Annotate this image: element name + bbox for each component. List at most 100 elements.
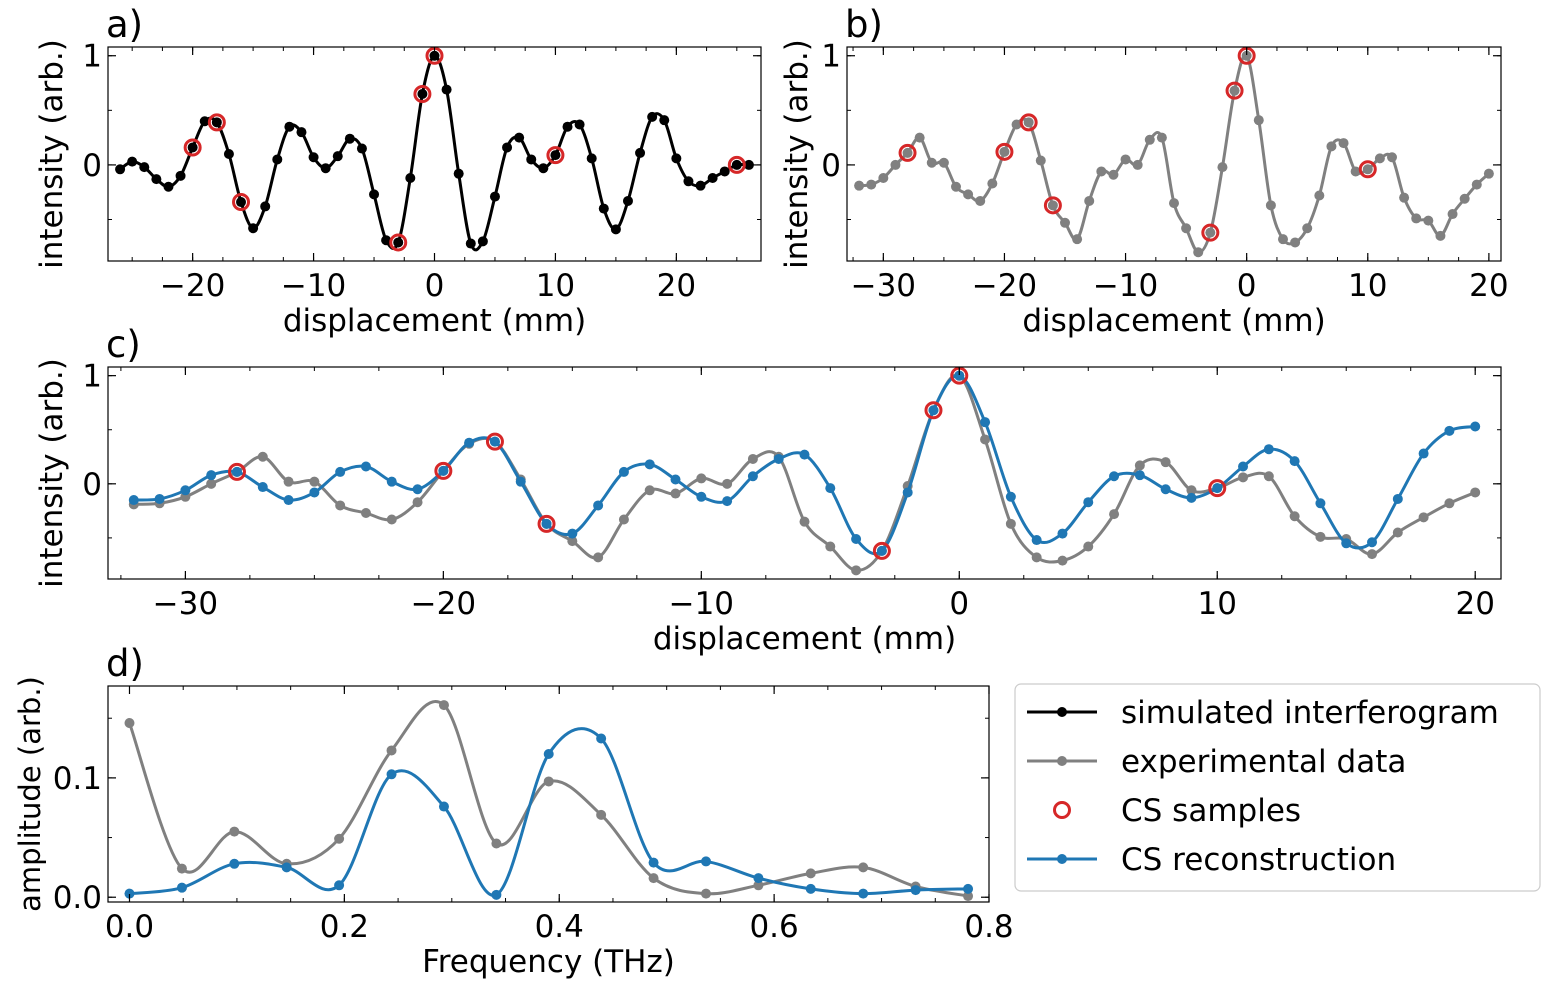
legend-marker	[1053, 801, 1071, 819]
data-point	[393, 237, 404, 248]
cs-sample-marker	[227, 462, 246, 481]
data-point	[593, 552, 604, 563]
data-point	[229, 826, 240, 837]
cs-sample-marker	[434, 461, 453, 480]
x-tick-label: 20	[1469, 268, 1508, 304]
data-point	[670, 488, 681, 499]
data-point	[980, 434, 991, 445]
data-point	[438, 801, 449, 812]
data-point	[176, 863, 187, 874]
panel-label: b)	[845, 3, 883, 46]
x-tick-label: 0.0	[105, 909, 154, 945]
data-point	[360, 461, 371, 472]
cs-sample-marker	[413, 84, 432, 103]
legend-marker	[1057, 854, 1067, 864]
y-tick-label: 0.0	[53, 880, 102, 916]
data-point	[722, 496, 733, 507]
data-point	[229, 858, 240, 869]
data-point	[309, 487, 320, 498]
x-axis-label: displacement (mm)	[283, 303, 586, 339]
data-point	[799, 449, 810, 460]
cs-sample-marker	[1201, 223, 1220, 242]
axes-frame	[846, 46, 1502, 262]
cs-sample-marker	[537, 514, 556, 533]
data-point	[335, 500, 346, 511]
data-point	[562, 121, 573, 132]
cs-sample-marker	[1358, 160, 1377, 179]
data-point	[707, 173, 718, 184]
data-point	[514, 132, 525, 143]
data-point	[1169, 198, 1179, 209]
data-point	[902, 487, 913, 498]
data-point	[876, 545, 887, 556]
data-point	[541, 518, 552, 529]
data-point	[356, 143, 367, 154]
legend-entry: simulated interferogram	[1027, 695, 1499, 731]
cs-sample-marker	[1208, 479, 1227, 498]
data-point	[115, 164, 126, 175]
x-tick-label: 0.6	[749, 909, 798, 945]
data-point	[1109, 509, 1120, 520]
data-point	[1392, 493, 1403, 504]
cs-sample-marker	[727, 155, 746, 174]
data-point	[1315, 531, 1326, 542]
data-point	[405, 173, 416, 184]
data-point	[344, 133, 355, 144]
data-point	[695, 180, 706, 191]
data-point	[1341, 538, 1352, 549]
data-point	[854, 180, 865, 191]
plot-area	[854, 47, 1494, 258]
data-point	[441, 84, 452, 95]
data-point	[272, 154, 283, 165]
legend-label: experimental data	[1121, 744, 1406, 780]
data-point	[284, 121, 295, 132]
data-point	[1011, 119, 1022, 130]
plot-area	[128, 367, 1481, 576]
data-point	[999, 146, 1010, 157]
data-point	[163, 181, 174, 192]
data-point	[1470, 487, 1481, 498]
data-point	[963, 189, 974, 200]
data-point	[128, 495, 139, 506]
data-point	[1160, 484, 1171, 495]
data-point	[489, 191, 500, 202]
data-point	[670, 474, 681, 485]
data-point	[1193, 247, 1204, 258]
data-point	[622, 195, 633, 206]
data-point	[360, 508, 371, 519]
data-point	[701, 888, 712, 899]
series-line	[119, 54, 749, 252]
series-line	[133, 374, 1476, 556]
data-point	[1399, 192, 1410, 203]
data-point	[610, 224, 621, 235]
data-point	[1326, 141, 1337, 152]
data-point	[987, 178, 998, 189]
data-point	[1387, 152, 1397, 163]
series-line	[133, 373, 1476, 572]
data-point	[334, 833, 345, 844]
data-point	[1005, 518, 1016, 529]
data-point	[890, 159, 901, 170]
data-point	[1023, 117, 1034, 128]
data-point	[491, 838, 502, 849]
data-point	[1263, 471, 1274, 482]
data-point	[1238, 472, 1249, 483]
y-axis-label: intensity (arb.)	[779, 39, 815, 269]
data-point	[412, 497, 423, 508]
data-point	[671, 153, 682, 164]
panel-label: a)	[106, 3, 143, 46]
axes-frame	[107, 366, 1502, 580]
data-point	[175, 170, 186, 181]
x-tick-label: −30	[851, 268, 916, 304]
data-point	[543, 776, 554, 787]
legend-marker	[1057, 756, 1067, 766]
data-point	[526, 154, 537, 165]
data-point	[369, 189, 380, 200]
data-point	[417, 88, 428, 99]
data-point	[453, 168, 464, 179]
data-point	[260, 201, 271, 212]
series-experimental-data	[128, 370, 1481, 576]
data-point	[283, 476, 294, 487]
panel-label: d)	[106, 642, 144, 685]
